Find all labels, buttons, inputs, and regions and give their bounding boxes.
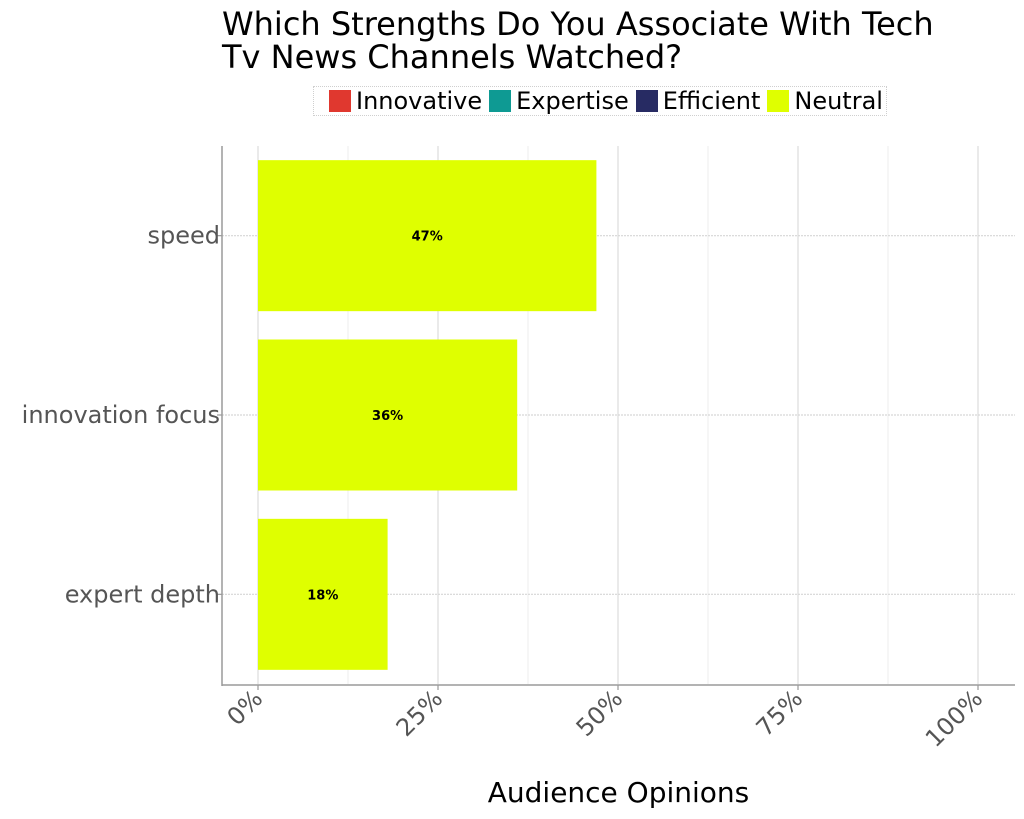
y-tick-label: innovation focus — [22, 401, 220, 429]
x-tick-label: 50% — [571, 684, 629, 742]
legend-label-efficient: Efficient — [662, 87, 761, 115]
data-label: 18% — [307, 588, 338, 603]
legend-item-innovative: Innovative — [329, 87, 482, 115]
bar — [258, 160, 597, 312]
legend-item-efficient: Efficient — [635, 87, 761, 115]
legend-label-expertise: Expertise — [516, 87, 629, 115]
legend-swatch-expertise — [489, 90, 512, 112]
bar — [258, 518, 388, 670]
legend-item-neutral: Neutral — [767, 87, 883, 115]
x-tick-label: 75% — [751, 684, 809, 742]
data-label: 36% — [372, 409, 403, 424]
legend-item-expertise: Expertise — [489, 87, 629, 115]
x-tick-label: 25% — [391, 684, 449, 742]
x-tick-label: 0% — [222, 684, 269, 731]
chart-legend: Innovative Expertise Efficient Neutral — [313, 86, 887, 116]
y-tick-label: expert depth — [65, 580, 220, 608]
legend-swatch-innovative — [329, 90, 351, 112]
bar — [258, 339, 518, 491]
chart-title: Which Strengths Do You Associate With Te… — [222, 5, 934, 76]
x-tick-label: 100% — [920, 684, 988, 752]
legend-swatch-efficient — [635, 90, 658, 112]
x-axis-title: Audience Opinions — [488, 776, 750, 809]
legend-label-innovative: Innovative — [356, 87, 483, 115]
data-label: 47% — [412, 230, 443, 245]
legend-label-neutral: Neutral — [794, 87, 883, 115]
y-tick-label: speed — [147, 222, 220, 250]
legend-swatch-neutral — [767, 90, 790, 112]
